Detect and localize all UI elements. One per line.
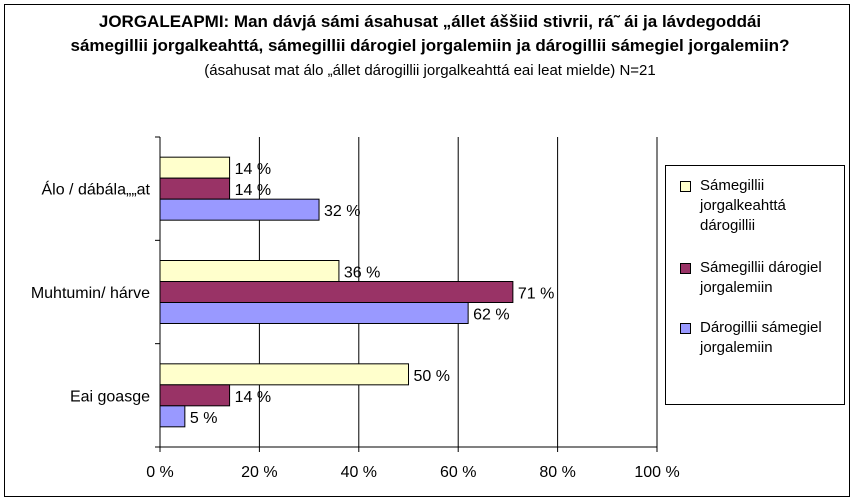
- data-label: 5 %: [190, 410, 218, 427]
- bar: [159, 302, 469, 324]
- bar: [159, 405, 186, 428]
- data-label: 32 %: [324, 203, 360, 220]
- legend-label-line: Dárogillii sámegiel: [700, 319, 822, 336]
- chart-title-bold: JORGALEAPMI: Man dávjá sámi ásahusat „ál…: [70, 12, 790, 55]
- legend-label: Dárogillii sámegiel jorgalemiin: [700, 318, 842, 358]
- data-label: 71 %: [518, 286, 554, 303]
- category-label: Eai goasge: [70, 388, 150, 405]
- bars: [159, 156, 514, 428]
- data-label: 36 %: [344, 265, 380, 282]
- bar: [159, 156, 231, 179]
- x-tick-label: 100 %: [634, 464, 679, 481]
- legend-label-line: dárogillii: [700, 217, 756, 234]
- chart-title-note: (ásahusat mat álo „állet dárogillii jorg…: [204, 62, 656, 79]
- x-tick-label: 40 %: [341, 464, 377, 481]
- category-label: Álo / dábála„„at: [41, 180, 150, 199]
- legend-swatch: [680, 323, 691, 334]
- data-label: 14 %: [235, 161, 271, 178]
- category-label: Muhtumin/ hárve: [31, 285, 150, 302]
- x-tick-label: 0 %: [146, 464, 174, 481]
- legend-label: Sámegillii jorgalkeahttá dárogillii: [700, 176, 842, 236]
- data-label: 50 %: [414, 368, 450, 385]
- data-label: 14 %: [235, 389, 271, 406]
- chart-title: JORGALEAPMI: Man dávjá sámi ásahusat „ál…: [60, 10, 800, 83]
- legend-label-line: Sámegillii: [700, 177, 765, 194]
- legend-label-line: jorgalkeahttá: [700, 197, 786, 214]
- legend-label-line: jorgalemiin: [700, 339, 773, 356]
- legend-swatch: [680, 263, 691, 274]
- bar: [159, 198, 320, 221]
- data-label: 14 %: [235, 182, 271, 199]
- legend-label-line: Sámegillii dárogiel: [700, 259, 822, 276]
- data-label: 62 %: [473, 307, 509, 324]
- axes: [155, 136, 658, 452]
- bar: [159, 281, 514, 303]
- x-tick-label: 60 %: [440, 464, 476, 481]
- legend-label: Sámegillii dárogiel jorgalemiin: [700, 258, 842, 298]
- bar: [159, 260, 340, 282]
- bar: [159, 177, 231, 200]
- bar: [159, 363, 409, 386]
- x-tick-label: 80 %: [539, 464, 575, 481]
- legend: Sámegillii jorgalkeahttá dárogillii Sámegil…: [665, 165, 845, 405]
- x-tick-label: 20 %: [241, 464, 277, 481]
- legend-label-line: jorgalemiin: [700, 279, 773, 296]
- labels: 0 % 20 % 40 % 60 % 80 % 100 % 14 % 14 % 32 % Álo …: [31, 161, 680, 481]
- bar: [159, 384, 231, 407]
- legend-swatch: [680, 181, 691, 192]
